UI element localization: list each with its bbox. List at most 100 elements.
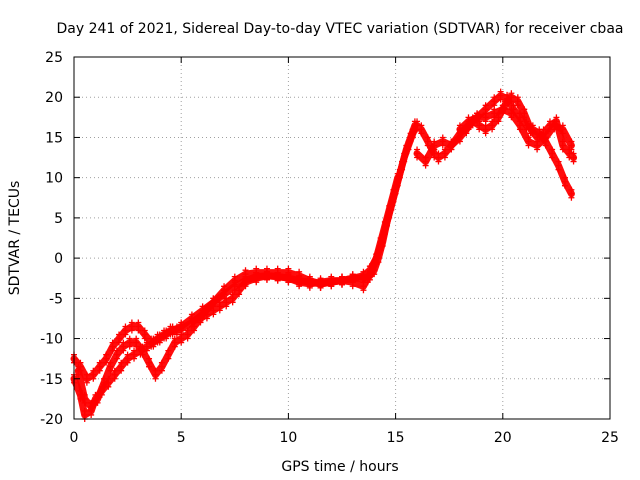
data-point bbox=[364, 279, 371, 286]
data-point bbox=[285, 279, 292, 286]
x-tick-label: 5 bbox=[177, 430, 186, 446]
data-point bbox=[414, 154, 421, 161]
data-point bbox=[568, 194, 575, 201]
data-point bbox=[521, 114, 528, 121]
data-point bbox=[456, 130, 463, 137]
data-point bbox=[184, 335, 191, 342]
data-point bbox=[118, 367, 125, 374]
plot-frame bbox=[73, 56, 611, 420]
data-point bbox=[191, 327, 198, 334]
y-tick-label: -5 bbox=[49, 291, 63, 307]
data-point bbox=[296, 283, 303, 290]
data-point bbox=[399, 166, 406, 173]
data-point bbox=[555, 166, 562, 173]
x-tick-label: 25 bbox=[601, 430, 619, 446]
data-point bbox=[491, 114, 498, 121]
data-point bbox=[516, 126, 523, 133]
y-tick-label: 0 bbox=[54, 251, 63, 267]
data-point bbox=[369, 271, 376, 278]
data-point bbox=[474, 118, 481, 125]
data-point bbox=[570, 158, 577, 165]
data-point bbox=[107, 367, 114, 374]
data-point bbox=[111, 375, 118, 382]
data-point bbox=[551, 126, 558, 133]
data-point bbox=[148, 343, 155, 350]
data-point bbox=[167, 331, 174, 338]
data-point bbox=[75, 371, 82, 378]
data-point bbox=[409, 134, 416, 141]
data-point bbox=[508, 114, 515, 121]
data-point bbox=[152, 375, 159, 382]
data-point bbox=[568, 146, 575, 153]
y-tick-label: 25 bbox=[45, 50, 63, 66]
y-tick-label: -10 bbox=[40, 332, 63, 348]
data-point bbox=[317, 283, 324, 290]
data-point bbox=[139, 351, 146, 358]
data-point bbox=[465, 122, 472, 129]
data-point bbox=[439, 142, 446, 149]
data-point bbox=[131, 355, 138, 362]
data-point bbox=[216, 307, 223, 314]
data-point bbox=[381, 226, 388, 233]
data-point bbox=[422, 162, 429, 169]
data-point bbox=[377, 243, 384, 250]
data-point bbox=[559, 130, 566, 137]
data-point bbox=[120, 347, 127, 354]
data-point bbox=[178, 339, 185, 346]
data-point bbox=[81, 399, 88, 406]
data-point bbox=[394, 178, 401, 185]
data-point bbox=[171, 343, 178, 350]
data-point bbox=[306, 284, 313, 291]
data-point bbox=[441, 154, 448, 161]
data-point bbox=[101, 383, 108, 390]
x-tick-label: 15 bbox=[387, 430, 405, 446]
data-point bbox=[210, 311, 217, 318]
y-tick-label: 5 bbox=[54, 211, 63, 227]
data-point bbox=[390, 194, 397, 201]
data-point bbox=[242, 283, 249, 290]
data-point bbox=[476, 126, 483, 133]
y-tick-label: 10 bbox=[45, 171, 63, 187]
data-point bbox=[431, 146, 438, 153]
data-point bbox=[403, 150, 410, 157]
data-point bbox=[508, 98, 515, 105]
data-point bbox=[482, 130, 489, 137]
data-point bbox=[349, 283, 356, 290]
data-point bbox=[360, 287, 367, 294]
data-point bbox=[463, 130, 470, 137]
data-point bbox=[124, 359, 131, 366]
data-point bbox=[559, 146, 566, 153]
x-tick-label: 20 bbox=[494, 430, 512, 446]
data-point bbox=[448, 146, 455, 153]
data-point bbox=[154, 339, 161, 346]
data-point bbox=[525, 142, 532, 149]
data-point bbox=[203, 315, 210, 322]
data-point bbox=[122, 331, 129, 338]
data-point bbox=[253, 279, 260, 286]
data-point bbox=[133, 343, 140, 350]
data-points bbox=[70, 88, 578, 422]
data-point bbox=[96, 367, 103, 374]
data-point bbox=[161, 335, 168, 342]
data-point bbox=[135, 327, 142, 334]
data-point bbox=[88, 407, 95, 414]
data-point bbox=[373, 259, 380, 266]
y-tick-label: 15 bbox=[45, 130, 63, 146]
x-tick-label: 0 bbox=[70, 430, 79, 446]
data-point bbox=[418, 130, 425, 137]
data-point bbox=[386, 210, 393, 217]
y-axis-title: SDTVAR / TECUs bbox=[7, 181, 23, 296]
data-point bbox=[489, 126, 496, 133]
data-point bbox=[495, 118, 502, 125]
data-point bbox=[542, 138, 549, 145]
data-point bbox=[482, 118, 489, 125]
data-point bbox=[549, 154, 556, 161]
data-point bbox=[221, 291, 228, 298]
data-point bbox=[223, 303, 230, 310]
data-point bbox=[165, 355, 172, 362]
data-point bbox=[94, 399, 101, 406]
data-point bbox=[497, 96, 504, 103]
gridlines bbox=[74, 57, 610, 419]
data-point bbox=[534, 146, 541, 153]
